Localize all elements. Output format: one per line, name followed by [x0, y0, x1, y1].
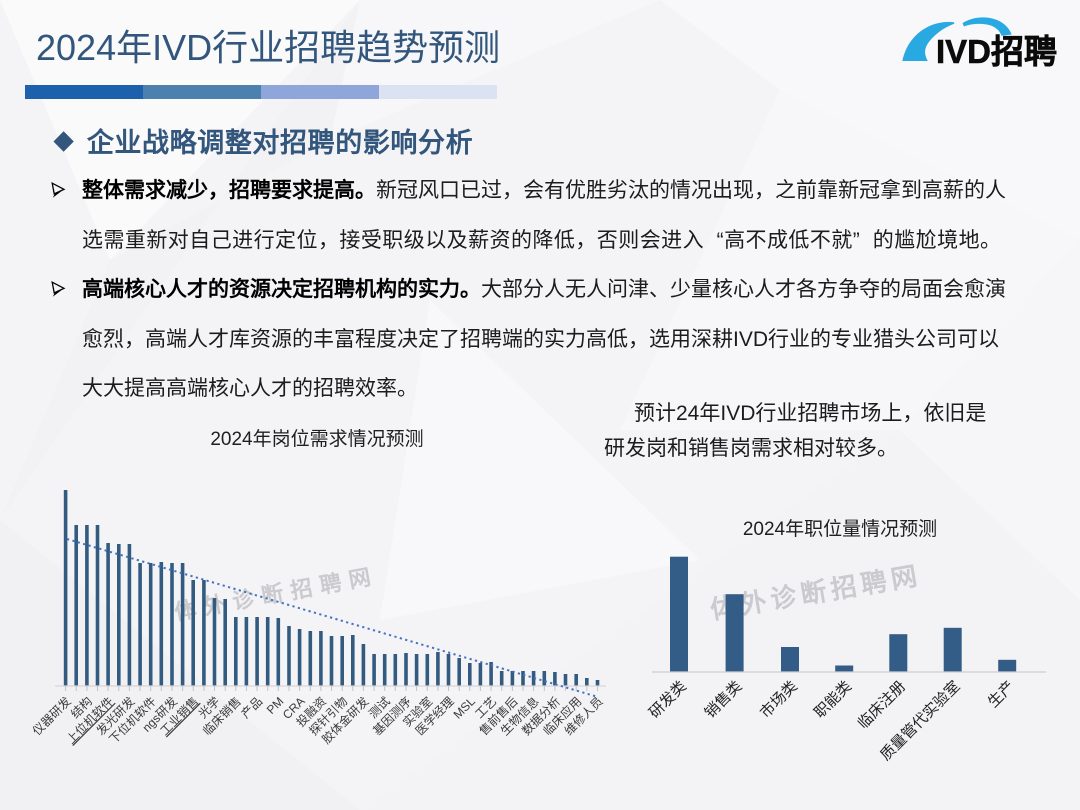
svg-text:2024年职位量情况预测: 2024年职位量情况预测	[743, 518, 937, 540]
svg-text:2024年岗位需求情况预测: 2024年岗位需求情况预测	[210, 428, 423, 450]
